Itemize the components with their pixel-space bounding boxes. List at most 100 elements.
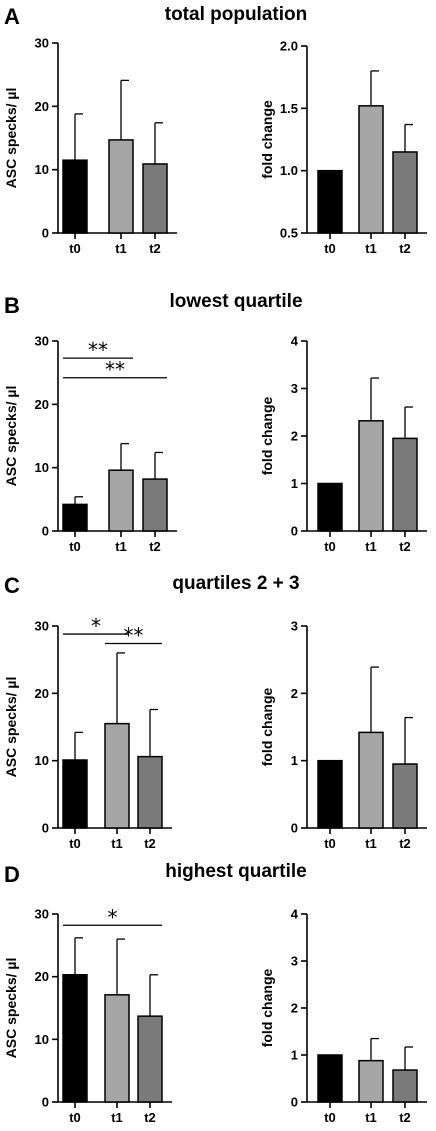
significance-marker: * [108, 905, 118, 929]
y-tick-label: 20 [35, 397, 49, 412]
y-tick-label: 1.5 [280, 101, 298, 116]
panel-c-header: C quartiles 2 + 3 [4, 573, 300, 598]
x-tick-label-t0: t0 [324, 836, 336, 851]
x-tick-label-t2: t2 [144, 836, 156, 851]
y-axis-label: ASC specks/ µl [3, 88, 19, 189]
bar-t1 [108, 469, 134, 532]
y-tick-label: 4 [291, 334, 299, 349]
x-tick-label-t1: t1 [365, 1110, 377, 1125]
y-tick-label: 10 [35, 1032, 49, 1047]
y-tick-label: 2.0 [280, 39, 298, 54]
y-tick-label: 2 [291, 429, 298, 444]
panel-d-header: D highest quartile [4, 861, 307, 887]
x-tick-label-t2: t2 [399, 241, 411, 256]
chart-b-fold: 0 1 2 3 4 fold change t0 t1 t2 [259, 334, 427, 554]
y-tick-label: 0 [42, 226, 49, 241]
significance-marker: * [91, 614, 101, 638]
chart-a-asc: 0 10 20 30 ASC specks/ µl t0 t1 t2 [3, 36, 177, 256]
bar-t1 [358, 731, 384, 829]
y-axis-label: ASC specks/ µl [3, 386, 19, 487]
panel-letter-c: C [4, 573, 20, 598]
y-axis-label: fold change [259, 969, 275, 1048]
bar-t0 [62, 159, 88, 234]
x-tick-label-t0: t0 [324, 1110, 336, 1125]
bar-t2 [392, 437, 418, 532]
chart-c-fold: 0 1 2 3 fold change t0 t1 t2 [259, 619, 427, 851]
y-tick-label: 10 [35, 460, 49, 475]
x-tick-label-t1: t1 [111, 836, 123, 851]
panel-title-b: lowest quartile [169, 291, 302, 312]
chart-d-asc: 0 10 20 30 ASC specks/ µl t0 t1 t2 * [3, 905, 172, 1125]
y-tick-label: 10 [35, 162, 49, 177]
bar-t1 [104, 994, 130, 1103]
x-tick-label-t2: t2 [149, 241, 161, 256]
y-axis-label: ASC specks/ µl [3, 677, 19, 778]
bar-t2 [142, 478, 168, 532]
chart-b-asc: 0 10 20 30 ASC specks/ µl t0 t1 t2 **** [3, 334, 177, 554]
y-tick-label: 3 [291, 619, 298, 634]
bar-t1 [108, 139, 134, 234]
panel-letter-a: A [4, 4, 20, 29]
x-tick-label-t0: t0 [324, 539, 336, 554]
x-tick-label-t0: t0 [69, 539, 81, 554]
panel-b-header: B lowest quartile [4, 291, 303, 318]
bar-t0 [62, 503, 88, 532]
y-tick-label: 30 [35, 334, 49, 349]
y-tick-label: 3 [291, 954, 298, 969]
bar-t2 [137, 1015, 163, 1103]
x-tick-label-t0: t0 [69, 1110, 81, 1125]
bar-t1 [104, 722, 130, 829]
bar-t0 [317, 759, 343, 829]
panel-letter-b: B [4, 293, 20, 318]
y-tick-label: 30 [35, 619, 49, 634]
x-tick-label-t1: t1 [365, 836, 377, 851]
y-tick-label: 0 [42, 821, 49, 836]
y-axis-label: fold change [259, 100, 275, 179]
y-tick-label: 30 [35, 36, 49, 51]
bar-t1 [358, 1059, 384, 1103]
y-tick-label: 10 [35, 753, 49, 768]
y-tick-label: 20 [35, 686, 49, 701]
y-tick-label: 1 [291, 753, 298, 768]
y-tick-label: 30 [35, 907, 49, 922]
y-tick-label: 0.5 [280, 226, 298, 241]
y-tick-label: 0 [291, 1095, 298, 1110]
significance-marker: ** [105, 358, 125, 382]
x-tick-label-t0: t0 [69, 836, 81, 851]
y-tick-label: 1.0 [280, 163, 298, 178]
bar-t0 [317, 1054, 343, 1103]
bar-t2 [392, 1069, 418, 1103]
y-tick-label: 0 [291, 524, 298, 539]
x-tick-label-t0: t0 [69, 241, 81, 256]
x-tick-label-t2: t2 [399, 1110, 411, 1125]
chart-d-fold: 0 1 2 3 4 fold change t0 t1 t2 [259, 907, 427, 1125]
x-tick-label-t1: t1 [365, 241, 377, 256]
y-tick-label: 0 [42, 1095, 49, 1110]
x-tick-label-t2: t2 [399, 539, 411, 554]
y-tick-label: 0 [291, 821, 298, 836]
y-tick-label: 20 [35, 969, 49, 984]
y-tick-label: 1 [291, 1048, 298, 1063]
x-tick-label-t1: t1 [111, 1110, 123, 1125]
x-tick-label-t1: t1 [115, 241, 127, 256]
panel-title-c: quartiles 2 + 3 [172, 573, 299, 594]
significance-marker: ** [88, 338, 108, 362]
panel-a-header: A total population [4, 4, 307, 29]
bar-t0 [62, 974, 88, 1103]
bar-t2 [392, 151, 418, 234]
panel-letter-d: D [4, 862, 20, 887]
x-tick-label-t2: t2 [149, 539, 161, 554]
y-axis-label: fold change [259, 688, 275, 767]
y-tick-label: 20 [35, 99, 49, 114]
panel-title-d: highest quartile [165, 861, 306, 882]
x-tick-label-t2: t2 [399, 836, 411, 851]
chart-a-fold: 0.5 1.0 1.5 2.0 fold change t0 t1 t2 [259, 39, 427, 256]
bar-t0 [317, 482, 343, 532]
y-axis-label: ASC specks/ µl [3, 958, 19, 1059]
x-tick-label-t1: t1 [115, 539, 127, 554]
y-tick-label: 1 [291, 476, 298, 491]
x-tick-label-t0: t0 [324, 241, 336, 256]
bar-t1 [358, 420, 384, 532]
